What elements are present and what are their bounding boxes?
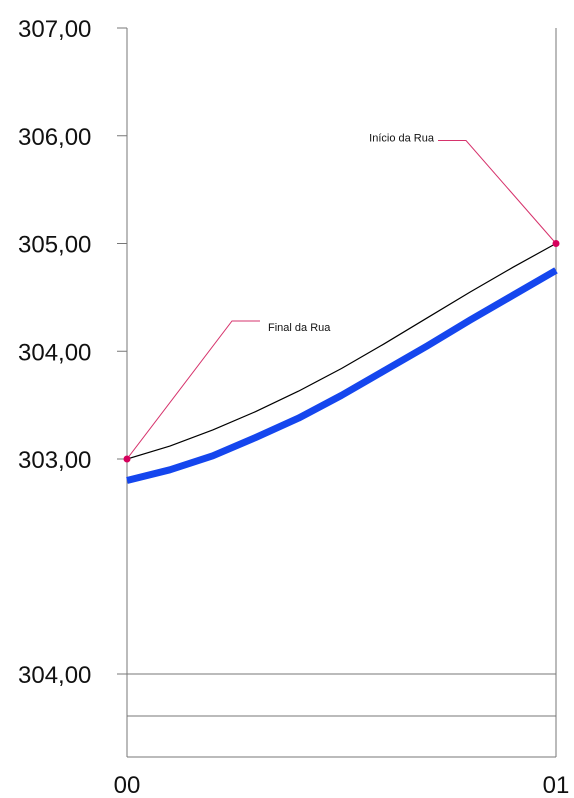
annotation-layer: Final da Rua Início da Rua	[123, 133, 560, 463]
callout-label-0: Final da Rua	[268, 322, 331, 334]
y-tick-label-0: 307,00	[18, 16, 91, 43]
callout-leader-0	[126, 320, 260, 460]
x-tick-label-1: 01	[543, 772, 570, 798]
callout-label-1: Início da Rua	[369, 133, 435, 145]
y-tick-label-1: 306,00	[18, 124, 91, 151]
series-layer	[126, 242, 558, 484]
lower-reference-label: 304,00	[18, 662, 91, 689]
callout-point-0	[123, 455, 131, 463]
callout-leader-1	[438, 140, 557, 244]
series-line-1	[126, 267, 558, 484]
y-tick-label-2: 305,00	[18, 232, 91, 259]
y-tick-label-4: 303,00	[18, 447, 91, 474]
y-tick-label-3: 304,00	[18, 339, 91, 366]
series-line-0	[126, 242, 557, 460]
callout-point-1	[552, 240, 560, 247]
y-axis-ticks: 307,00 306,00 305,00 304,00 303,00	[18, 16, 127, 474]
x-axis-ticks: 00 01	[114, 772, 570, 798]
x-tick-label-0: 00	[114, 772, 141, 798]
